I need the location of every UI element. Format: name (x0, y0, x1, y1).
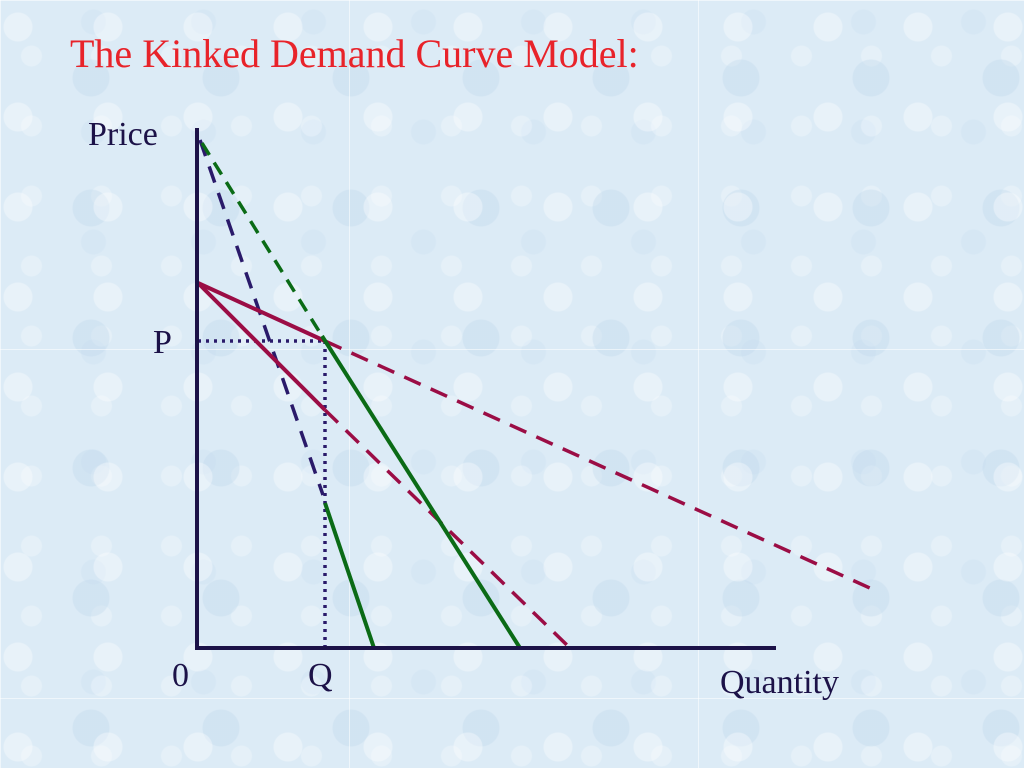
y-axis-label: Price (88, 116, 158, 153)
maroon-mr-solid (196, 281, 327, 412)
maroon-dashed-demand-extension (324, 339, 873, 591)
quantity-level-label: Q (308, 657, 333, 694)
origin-label: 0 (172, 657, 189, 694)
price-level-label: P (153, 324, 172, 361)
slide-title: The Kinked Demand Curve Model: (70, 31, 639, 76)
x-axis-label: Quantity (720, 664, 839, 701)
green-demand-lower-solid (320, 334, 522, 650)
maroon-demand-upper-solid (197, 281, 326, 343)
green-mr-lower-solid (323, 502, 376, 649)
green-dashed-segment (200, 142, 324, 337)
navy-dashed-demand-line (198, 139, 325, 496)
